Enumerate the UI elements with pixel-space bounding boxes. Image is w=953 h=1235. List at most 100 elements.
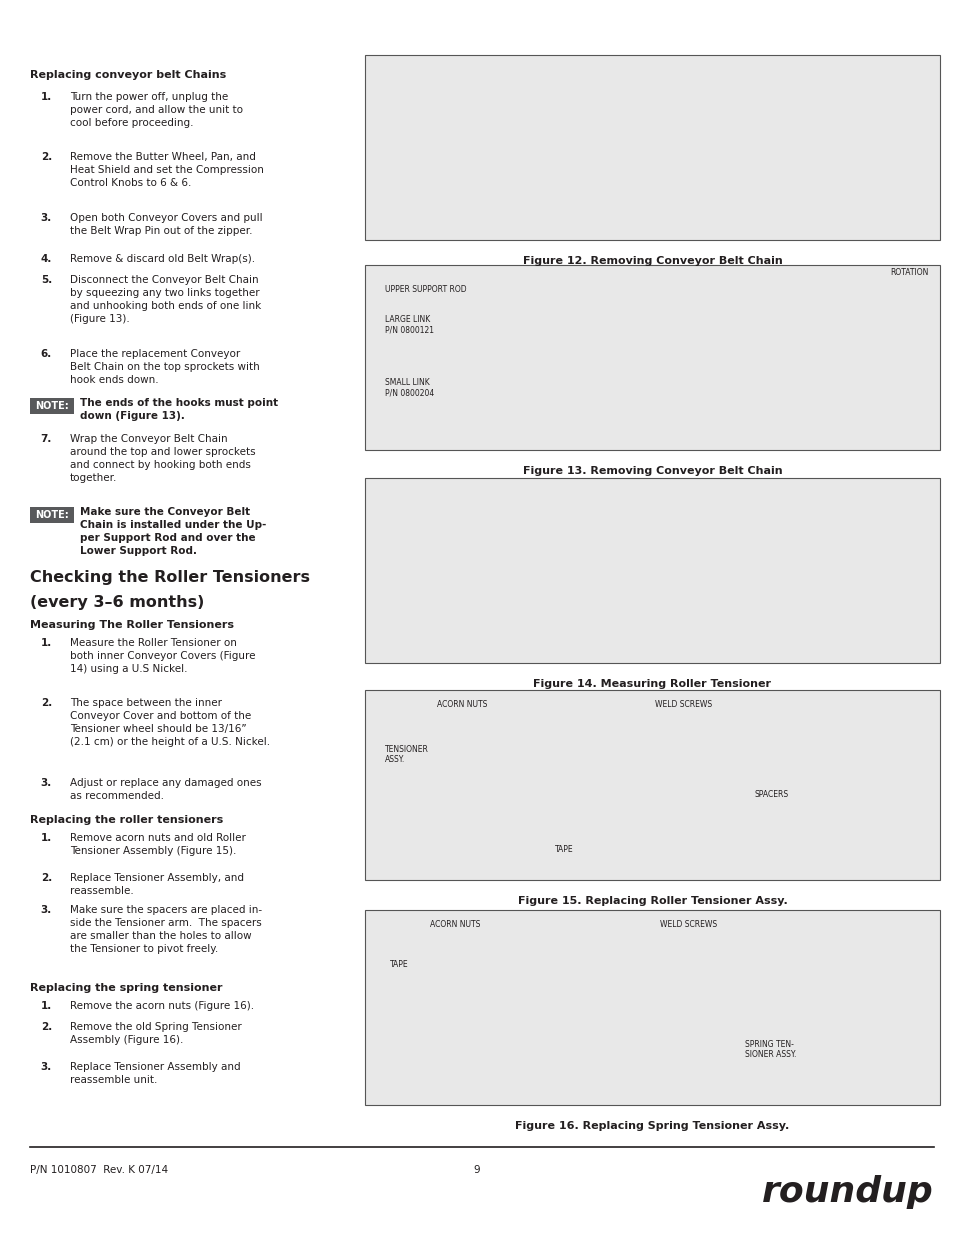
Text: 2.: 2. <box>41 698 52 708</box>
Text: Chain is installed under the Up-: Chain is installed under the Up- <box>80 520 266 530</box>
Text: 2.: 2. <box>41 1023 52 1032</box>
Text: 7.: 7. <box>41 433 52 445</box>
Text: WELD SCREWS: WELD SCREWS <box>655 700 711 709</box>
Text: both inner Conveyor Covers (Figure: both inner Conveyor Covers (Figure <box>70 651 255 661</box>
Text: as recommended.: as recommended. <box>70 790 164 802</box>
Text: Figure 12. Removing Conveyor Belt Chain: Figure 12. Removing Conveyor Belt Chain <box>522 256 781 266</box>
Text: Belt Chain on the top sprockets with: Belt Chain on the top sprockets with <box>70 362 259 372</box>
Text: Make sure the Conveyor Belt: Make sure the Conveyor Belt <box>80 508 250 517</box>
Text: SMALL LINK
P/N 0800204: SMALL LINK P/N 0800204 <box>385 378 434 398</box>
Text: together.: together. <box>70 473 117 483</box>
Text: ACORN NUTS: ACORN NUTS <box>436 700 487 709</box>
Text: NOTE:: NOTE: <box>35 401 69 411</box>
Text: Lower Support Rod.: Lower Support Rod. <box>80 546 196 556</box>
Text: reassemble.: reassemble. <box>70 885 133 897</box>
Text: Adjust or replace any damaged ones: Adjust or replace any damaged ones <box>70 778 261 788</box>
Text: NOTE:: NOTE: <box>35 510 69 520</box>
Text: Make sure the spacers are placed in-: Make sure the spacers are placed in- <box>70 905 262 915</box>
Text: side the Tensioner arm.  The spacers: side the Tensioner arm. The spacers <box>70 918 261 927</box>
Text: SPRING TEN-
SIONER ASSY.: SPRING TEN- SIONER ASSY. <box>744 1040 796 1060</box>
Text: Figure 15. Replacing Roller Tensioner Assy.: Figure 15. Replacing Roller Tensioner As… <box>517 897 786 906</box>
Text: Assembly (Figure 16).: Assembly (Figure 16). <box>70 1035 183 1045</box>
Text: power cord, and allow the unit to: power cord, and allow the unit to <box>70 105 243 115</box>
Text: 3.: 3. <box>41 212 52 224</box>
Text: Remove the Butter Wheel, Pan, and: Remove the Butter Wheel, Pan, and <box>70 152 255 162</box>
Text: Remove acorn nuts and old Roller: Remove acorn nuts and old Roller <box>70 832 246 844</box>
Text: Replace Tensioner Assembly, and: Replace Tensioner Assembly, and <box>70 873 244 883</box>
Text: Figure 16. Replacing Spring Tensioner Assy.: Figure 16. Replacing Spring Tensioner As… <box>515 1121 789 1131</box>
FancyBboxPatch shape <box>365 478 939 663</box>
Text: reassemble unit.: reassemble unit. <box>70 1074 157 1086</box>
Text: Checking the Roller Tensioners: Checking the Roller Tensioners <box>30 571 310 585</box>
Text: SPACERS: SPACERS <box>754 790 788 799</box>
Text: 2.: 2. <box>41 152 52 162</box>
Text: Tensioner wheel should be 13/16”: Tensioner wheel should be 13/16” <box>70 724 247 734</box>
Text: TAPE: TAPE <box>555 845 573 853</box>
Text: ROTATION: ROTATION <box>889 268 927 277</box>
Text: 4.: 4. <box>41 254 52 264</box>
Text: Heat Shield and set the Compression: Heat Shield and set the Compression <box>70 165 264 175</box>
FancyBboxPatch shape <box>30 508 74 522</box>
Text: 6.: 6. <box>41 350 52 359</box>
Text: Control Knobs to 6 & 6.: Control Knobs to 6 & 6. <box>70 178 192 188</box>
Text: UPPER SUPPORT ROD: UPPER SUPPORT ROD <box>385 285 466 294</box>
Text: (every 3–6 months): (every 3–6 months) <box>30 595 204 610</box>
Text: WELD SCREWS: WELD SCREWS <box>659 920 717 929</box>
FancyBboxPatch shape <box>365 910 939 1105</box>
Text: the Tensioner to pivot freely.: the Tensioner to pivot freely. <box>70 944 218 953</box>
FancyBboxPatch shape <box>365 56 939 240</box>
Text: Replacing the roller tensioners: Replacing the roller tensioners <box>30 815 223 825</box>
Text: LARGE LINK
P/N 0800121: LARGE LINK P/N 0800121 <box>385 315 434 335</box>
Text: the Belt Wrap Pin out of the zipper.: the Belt Wrap Pin out of the zipper. <box>70 226 253 236</box>
Text: roundup: roundup <box>761 1174 933 1209</box>
Text: hook ends down.: hook ends down. <box>70 375 158 385</box>
Text: Turn the power off, unplug the: Turn the power off, unplug the <box>70 91 228 103</box>
Text: Remove & discard old Belt Wrap(s).: Remove & discard old Belt Wrap(s). <box>70 254 254 264</box>
Text: Conveyor Cover and bottom of the: Conveyor Cover and bottom of the <box>70 711 251 721</box>
Text: are smaller than the holes to allow: are smaller than the holes to allow <box>70 931 252 941</box>
Text: (Figure 13).: (Figure 13). <box>70 314 130 324</box>
Text: ACORN NUTS: ACORN NUTS <box>430 920 480 929</box>
Text: and connect by hooking both ends: and connect by hooking both ends <box>70 459 251 471</box>
Text: 1.: 1. <box>41 832 52 844</box>
FancyBboxPatch shape <box>30 398 74 414</box>
Text: by squeezing any two links together: by squeezing any two links together <box>70 288 259 298</box>
Text: 3.: 3. <box>41 1062 52 1072</box>
Text: Measure the Roller Tensioner on: Measure the Roller Tensioner on <box>70 638 236 648</box>
Text: Replacing conveyor belt Chains: Replacing conveyor belt Chains <box>30 70 226 80</box>
Text: TENSIONER
ASSY.: TENSIONER ASSY. <box>385 745 429 764</box>
Text: around the top and lower sprockets: around the top and lower sprockets <box>70 447 255 457</box>
Text: per Support Rod and over the: per Support Rod and over the <box>80 534 255 543</box>
Text: down (Figure 13).: down (Figure 13). <box>80 411 185 421</box>
Text: 1.: 1. <box>41 91 52 103</box>
Text: Measuring The Roller Tensioners: Measuring The Roller Tensioners <box>30 620 233 630</box>
Text: 1.: 1. <box>41 638 52 648</box>
Text: The space between the inner: The space between the inner <box>70 698 222 708</box>
Text: and unhooking both ends of one link: and unhooking both ends of one link <box>70 301 261 311</box>
Text: Remove the acorn nuts (Figure 16).: Remove the acorn nuts (Figure 16). <box>70 1002 253 1011</box>
Text: TAPE: TAPE <box>390 960 408 969</box>
Text: Figure 14. Measuring Roller Tensioner: Figure 14. Measuring Roller Tensioner <box>533 679 771 689</box>
Text: The ends of the hooks must point: The ends of the hooks must point <box>80 398 278 408</box>
Text: 9: 9 <box>474 1165 479 1174</box>
FancyBboxPatch shape <box>365 266 939 450</box>
Text: 14) using a U.S Nickel.: 14) using a U.S Nickel. <box>70 664 188 674</box>
Text: Figure 13. Removing Conveyor Belt Chain: Figure 13. Removing Conveyor Belt Chain <box>522 466 781 475</box>
Text: 5.: 5. <box>41 275 52 285</box>
Text: Place the replacement Conveyor: Place the replacement Conveyor <box>70 350 240 359</box>
Text: P/N 1010807  Rev. K 07/14: P/N 1010807 Rev. K 07/14 <box>30 1165 168 1174</box>
Text: Remove the old Spring Tensioner: Remove the old Spring Tensioner <box>70 1023 241 1032</box>
Text: 2.: 2. <box>41 873 52 883</box>
FancyBboxPatch shape <box>365 690 939 881</box>
Text: cool before proceeding.: cool before proceeding. <box>70 119 193 128</box>
Text: Tensioner Assembly (Figure 15).: Tensioner Assembly (Figure 15). <box>70 846 236 856</box>
Text: Disconnect the Conveyor Belt Chain: Disconnect the Conveyor Belt Chain <box>70 275 258 285</box>
Text: Replace Tensioner Assembly and: Replace Tensioner Assembly and <box>70 1062 240 1072</box>
Text: (2.1 cm) or the height of a U.S. Nickel.: (2.1 cm) or the height of a U.S. Nickel. <box>70 737 270 747</box>
Text: Wrap the Conveyor Belt Chain: Wrap the Conveyor Belt Chain <box>70 433 228 445</box>
Text: Open both Conveyor Covers and pull: Open both Conveyor Covers and pull <box>70 212 262 224</box>
Text: 3.: 3. <box>41 905 52 915</box>
Text: 1.: 1. <box>41 1002 52 1011</box>
Text: Replacing the spring tensioner: Replacing the spring tensioner <box>30 983 222 993</box>
Text: 3.: 3. <box>41 778 52 788</box>
